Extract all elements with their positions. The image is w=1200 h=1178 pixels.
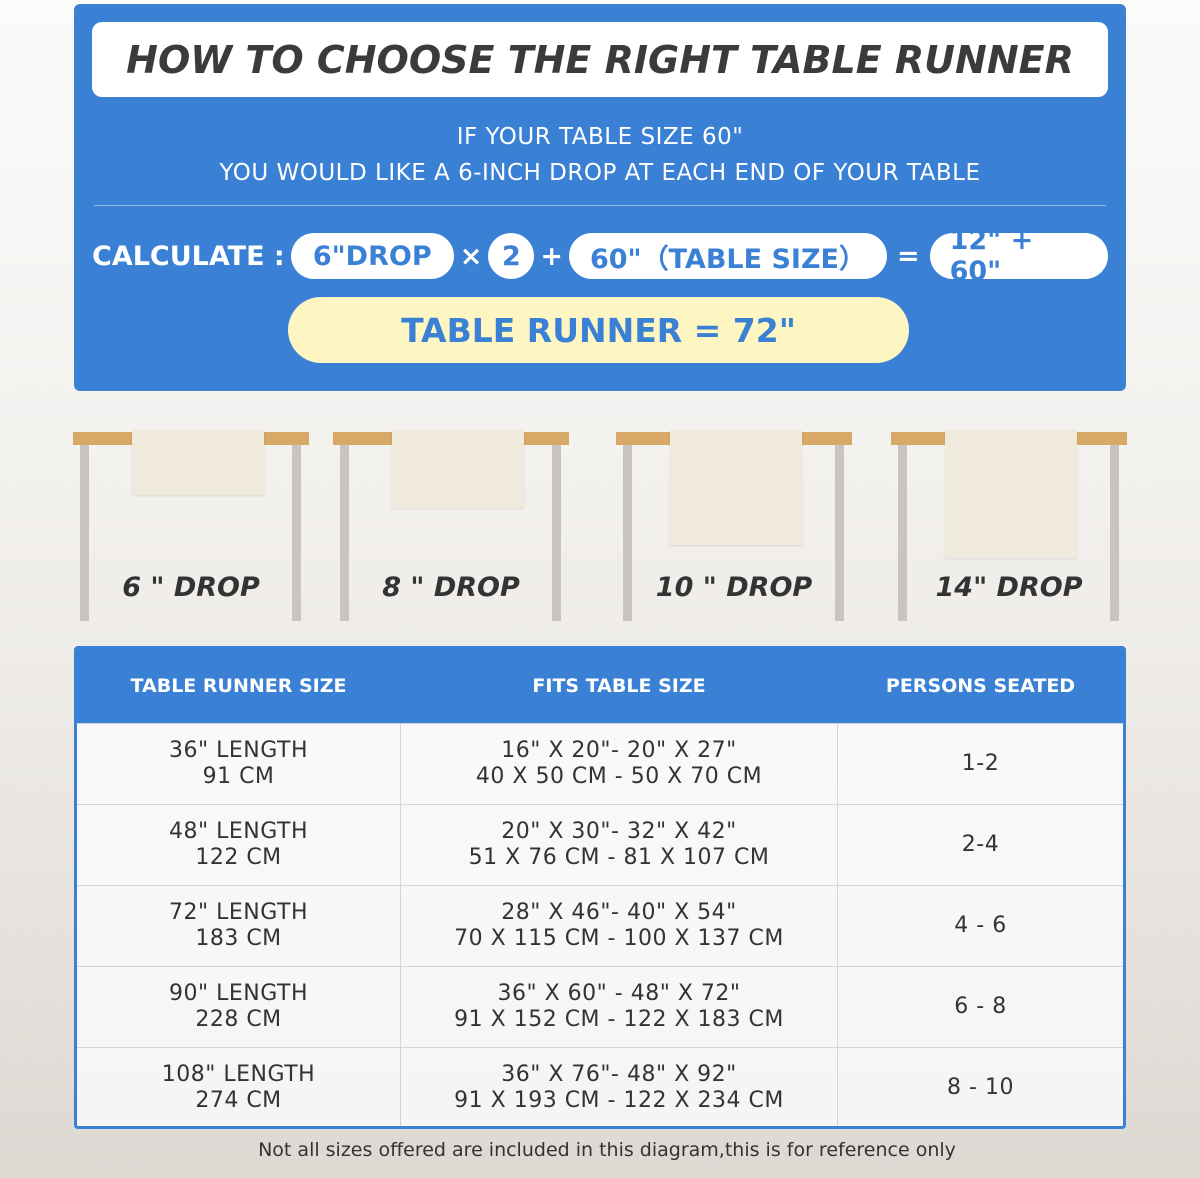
persons-cell: 1-2 xyxy=(838,724,1123,804)
runner-size-cell: 108" LENGTH 274 CM xyxy=(77,1048,400,1126)
runner-size-cell: 90" LENGTH 228 CM xyxy=(77,967,400,1047)
drop-diagram-8: 8 " DROP xyxy=(333,430,569,622)
runner-length: 90" LENGTH xyxy=(169,981,308,1006)
table-leg xyxy=(898,445,907,621)
drop-label: 6 " DROP xyxy=(122,572,260,603)
table-header: TABLE RUNNER SIZE FITS TABLE SIZE PERSON… xyxy=(77,649,1123,723)
fits-inches: 20" X 30"- 32" X 42" xyxy=(501,819,737,844)
table-leg xyxy=(340,445,349,621)
runner-size-cell: 72" LENGTH 183 CM xyxy=(77,886,400,966)
fits-cm: 91 X 152 CM - 122 X 183 CM xyxy=(454,1007,784,1032)
persons-seated: 1-2 xyxy=(961,751,1000,776)
runner-cm: 91 CM xyxy=(202,764,275,789)
runner-cm: 274 CM xyxy=(195,1088,282,1113)
fits-cm: 70 X 115 CM - 100 X 137 CM xyxy=(454,926,784,951)
calculation-row: CALCULATE : 6"DROP × 2 + 60"（TABLE SIZE）… xyxy=(92,225,1108,287)
footnote: Not all sizes offered are included in th… xyxy=(258,1139,956,1161)
header-fits-table: FITS TABLE SIZE xyxy=(532,675,706,697)
runner-size-cell: 48" LENGTH 122 CM xyxy=(77,805,400,885)
table-leg xyxy=(292,445,301,621)
calculation-panel: HOW TO CHOOSE THE RIGHT TABLE RUNNER IF … xyxy=(74,4,1126,391)
runner-length: 108" LENGTH xyxy=(161,1062,316,1087)
runner-length: 48" LENGTH xyxy=(169,819,308,844)
fits-cm: 91 X 193 CM - 122 X 234 CM xyxy=(454,1088,784,1113)
fits-cell: 36" X 60" - 48" X 72" 91 X 152 CM - 122 X… xyxy=(400,967,838,1047)
intro-line-2: YOU WOULD LIKE A 6-INCH DROP AT EACH END… xyxy=(219,160,981,186)
runner-drop xyxy=(945,430,1077,558)
drop-label: 8 " DROP xyxy=(382,572,520,603)
header-runner-size: TABLE RUNNER SIZE xyxy=(130,675,347,697)
fits-cell: 36" X 76"- 48" X 92" 91 X 193 CM - 122 X … xyxy=(400,1048,838,1126)
runner-size-cell: 36" LENGTH 91 CM xyxy=(77,724,400,804)
runner-drop xyxy=(392,430,524,508)
table-leg xyxy=(623,445,632,621)
runner-length: 72" LENGTH xyxy=(169,900,308,925)
plus-sign: + xyxy=(540,240,563,272)
fits-cm: 40 X 50 CM - 50 X 70 CM xyxy=(475,764,763,789)
sum-pill: 12" + 60" xyxy=(929,225,1108,287)
persons-seated: 2-4 xyxy=(961,832,1000,857)
fits-inches: 16" X 20"- 20" X 27" xyxy=(501,738,737,763)
persons-cell: 2-4 xyxy=(838,805,1123,885)
runner-cm: 122 CM xyxy=(195,845,282,870)
drop-pill: 6"DROP xyxy=(290,233,454,279)
drop-diagram-10: 10 " DROP xyxy=(616,430,852,622)
table-row: 36" LENGTH 91 CM 16" X 20"- 20" X 27" 40 X… xyxy=(77,723,1123,804)
table-row: 48" LENGTH 122 CM 20" X 30"- 32" X 42" 51 … xyxy=(77,804,1123,885)
table-leg xyxy=(80,445,89,621)
drop-label: 10 " DROP xyxy=(655,572,813,603)
result-pill: TABLE RUNNER = 72" xyxy=(288,297,909,363)
runner-cm: 183 CM xyxy=(195,926,282,951)
divider xyxy=(94,205,1106,206)
intro-line-1: IF YOUR TABLE SIZE 60" xyxy=(456,124,744,150)
page-title: HOW TO CHOOSE THE RIGHT TABLE RUNNER xyxy=(92,22,1108,97)
times-sign: × xyxy=(459,240,483,272)
fits-cell: 16" X 20"- 20" X 27" 40 X 50 CM - 50 X 70… xyxy=(400,724,838,804)
table-row: 108" LENGTH 274 CM 36" X 76"- 48" X 92" 91… xyxy=(77,1047,1123,1126)
drop-diagram-14: 14" DROP xyxy=(891,430,1127,622)
fits-inches: 36" X 76"- 48" X 92" xyxy=(501,1062,737,1087)
fits-cell: 20" X 30"- 32" X 42" 51 X 76 CM - 81 X 10… xyxy=(400,805,838,885)
persons-seated: 4 - 6 xyxy=(954,913,1007,938)
persons-seated: 6 - 8 xyxy=(954,994,1007,1019)
fits-cell: 28" X 46"- 40" X 54" 70 X 115 CM - 100 X … xyxy=(400,886,838,966)
calculate-label: CALCULATE : xyxy=(92,240,285,272)
runner-length: 36" LENGTH xyxy=(169,738,308,763)
table-leg xyxy=(552,445,561,621)
table-row: 90" LENGTH 228 CM 36" X 60" - 48" X 72" 91… xyxy=(77,966,1123,1047)
table-row: 72" LENGTH 183 CM 28" X 46"- 40" X 54" 70 … xyxy=(77,885,1123,966)
header-persons: PERSONS SEATED xyxy=(885,675,1076,697)
persons-cell: 8 - 10 xyxy=(838,1048,1123,1126)
runner-drop xyxy=(670,430,802,545)
fits-inches: 28" X 46"- 40" X 54" xyxy=(501,900,737,925)
equals-sign: = xyxy=(896,240,920,272)
multiplier-pill: 2 xyxy=(488,233,535,279)
drop-label: 14" DROP xyxy=(935,572,1083,603)
fits-inches: 36" X 60" - 48" X 72" xyxy=(497,981,741,1006)
runner-cm: 228 CM xyxy=(195,1007,282,1032)
runner-drop xyxy=(132,430,264,495)
table-size-pill: 60"（TABLE SIZE） xyxy=(568,233,887,279)
persons-seated: 8 - 10 xyxy=(947,1075,1014,1100)
persons-cell: 4 - 6 xyxy=(838,886,1123,966)
size-table: TABLE RUNNER SIZE FITS TABLE SIZE PERSON… xyxy=(74,646,1126,1129)
table-leg xyxy=(1110,445,1119,621)
persons-cell: 6 - 8 xyxy=(838,967,1123,1047)
fits-cm: 51 X 76 CM - 81 X 107 CM xyxy=(468,845,770,870)
drop-diagram-6: 6 " DROP xyxy=(73,430,309,622)
table-leg xyxy=(835,445,844,621)
